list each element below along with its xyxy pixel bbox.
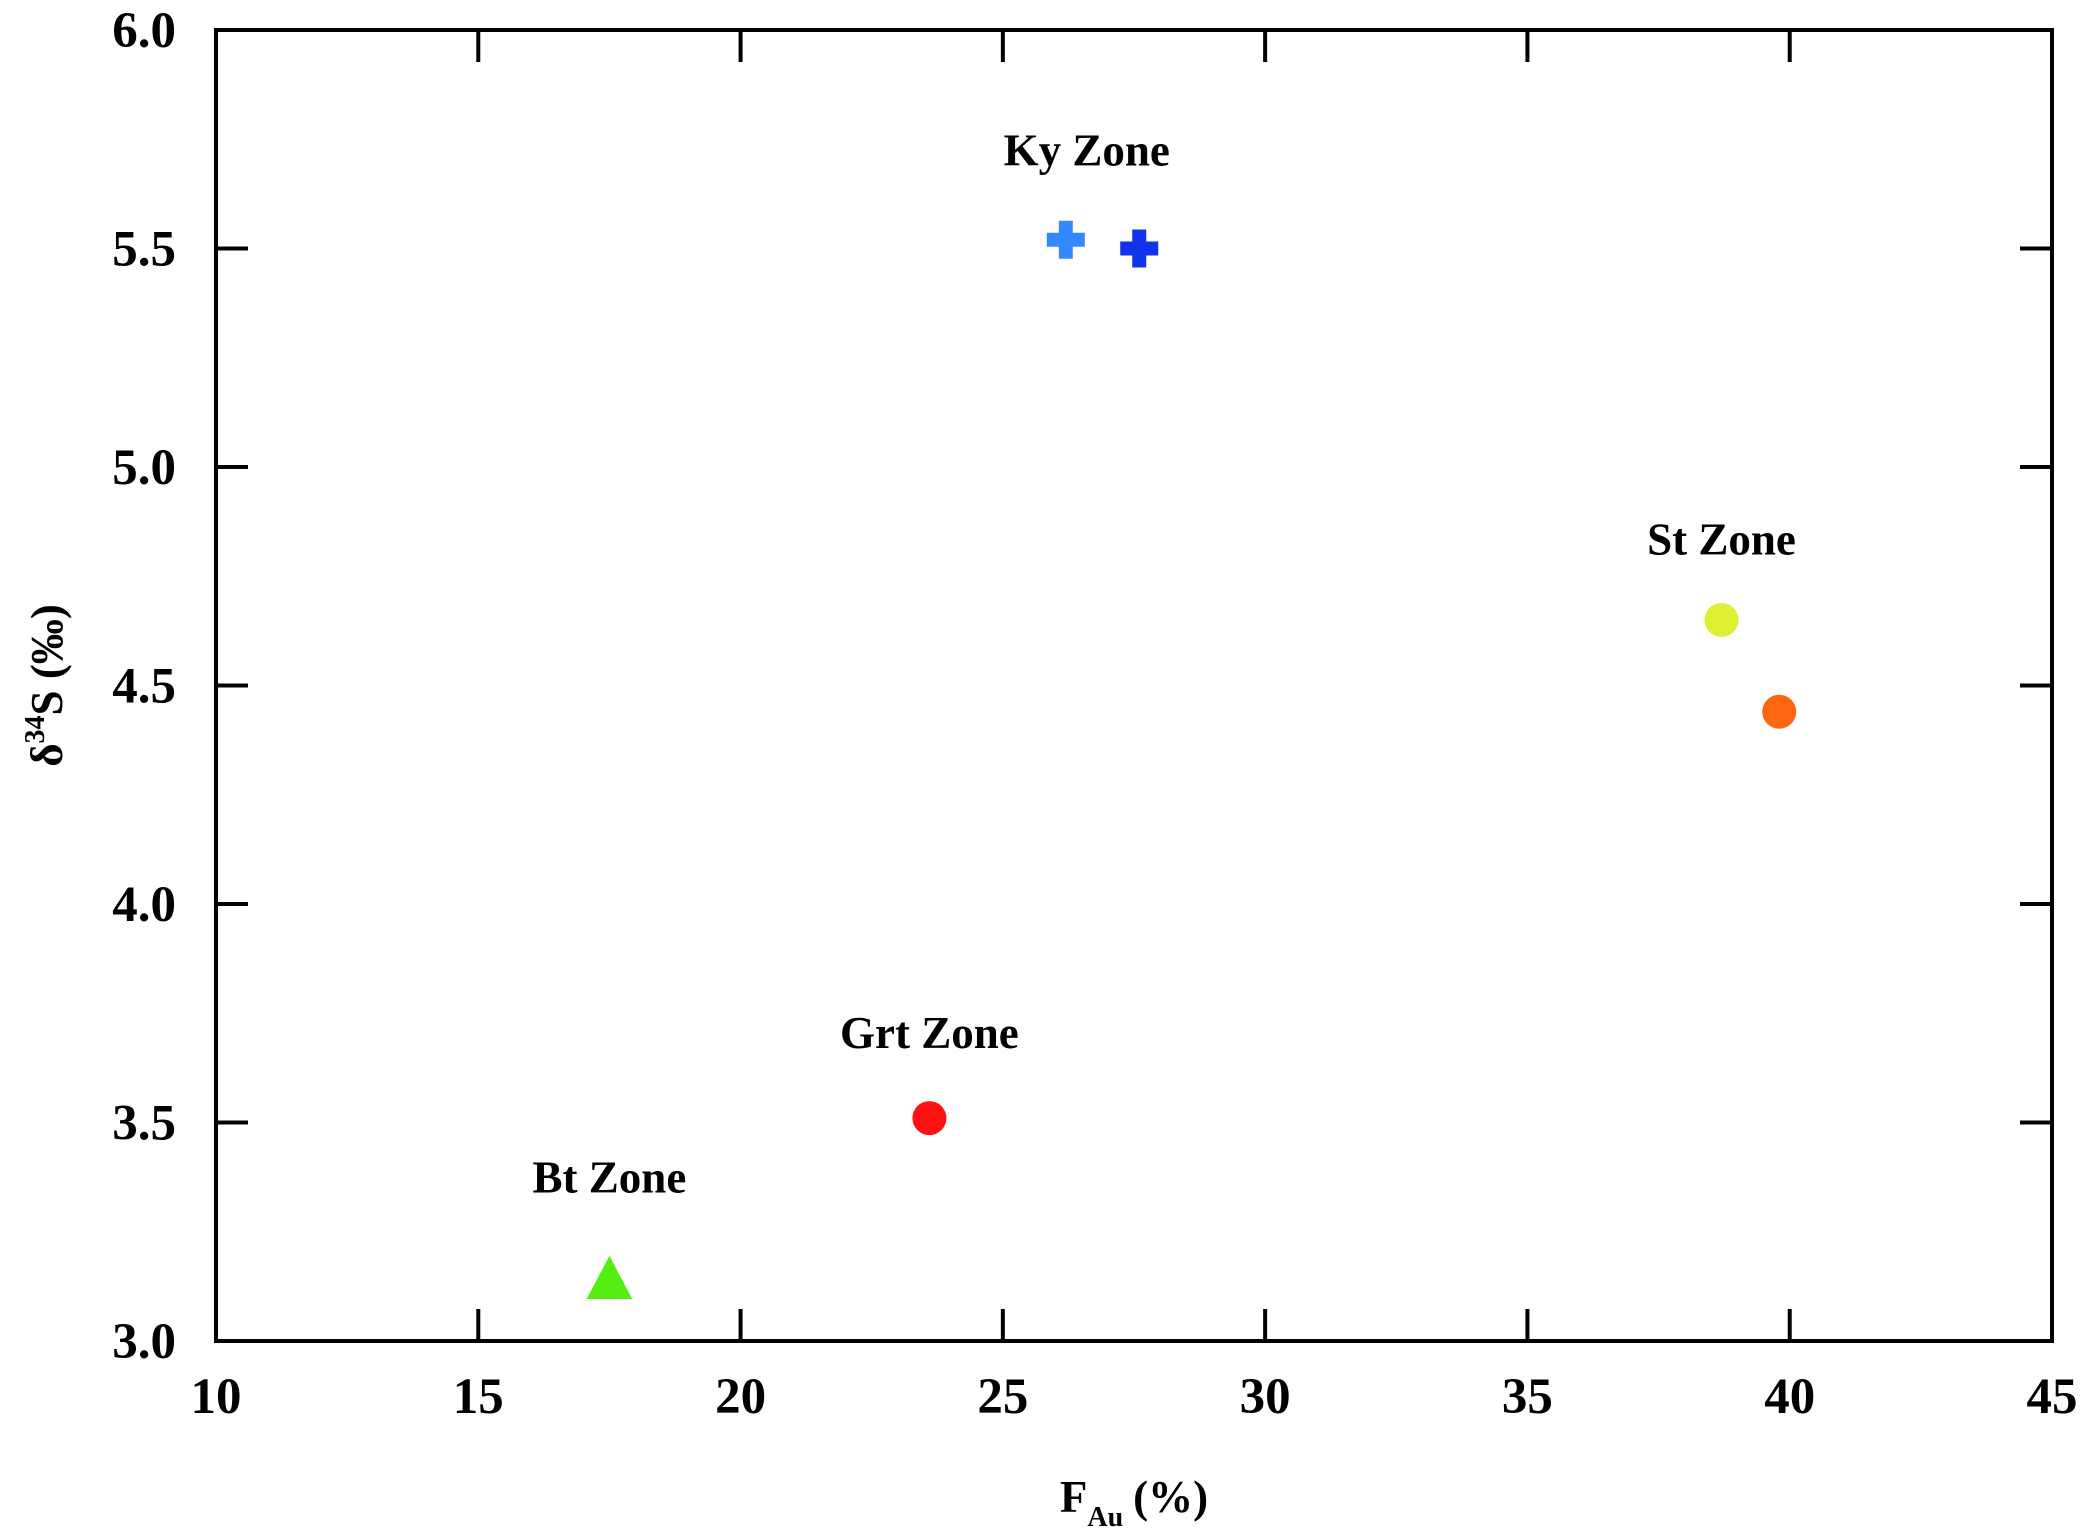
zone-label: St Zone <box>1647 514 1796 564</box>
zone-annotations: Ky Zone St Zone Grt Zone Bt Zone <box>533 125 1796 1202</box>
data-point-grt-zone <box>912 1101 947 1136</box>
axis-ticks <box>214 28 2054 1343</box>
y-tick-labels: 3.0 3.5 4.0 4.5 5.0 5.5 6.0 <box>112 3 176 1370</box>
data-point-ky-zone <box>1120 229 1159 268</box>
x-tick-label: 15 <box>453 1369 504 1425</box>
data-point-st-zone <box>1704 602 1739 637</box>
y-tick-label: 3.0 <box>112 1314 176 1370</box>
x-axis-title-sub: Au <box>1087 1502 1123 1533</box>
y-axis-title: δ34S (‰) <box>20 604 72 767</box>
y-tick-label: 6.0 <box>112 3 176 59</box>
data-point-ky-zone <box>1046 220 1085 259</box>
x-axis-title: FAu (%) <box>1060 1472 1208 1533</box>
data-points <box>586 220 1797 1300</box>
y-tick-label: 4.5 <box>112 659 176 715</box>
y-tick-label: 4.0 <box>112 877 176 933</box>
x-tick-label: 35 <box>1502 1369 1553 1425</box>
zone-label: Grt Zone <box>840 1008 1019 1058</box>
x-tick-label: 45 <box>2027 1369 2078 1425</box>
y-axis-title-rest: S (‰) <box>22 604 72 715</box>
x-tick-label: 40 <box>1764 1369 1815 1425</box>
y-tick-label: 5.0 <box>112 440 176 496</box>
y-axis-title-sup: 34 <box>20 715 51 743</box>
x-tick-label: 20 <box>715 1369 766 1425</box>
x-tick-label: 30 <box>1240 1369 1291 1425</box>
y-tick-label: 3.5 <box>112 1096 176 1152</box>
data-point-bt-zone <box>586 1255 633 1300</box>
plot-frame <box>214 28 2054 1343</box>
x-axis-title-main: F <box>1060 1472 1088 1522</box>
x-tick-label: 10 <box>191 1369 242 1425</box>
x-tick-label: 25 <box>977 1369 1028 1425</box>
zone-label: Bt Zone <box>533 1152 687 1202</box>
zone-label: Ky Zone <box>1004 125 1170 175</box>
x-tick-labels: 10 15 20 25 30 35 40 45 <box>191 1369 2078 1425</box>
y-tick-label: 5.5 <box>112 222 176 278</box>
data-point-st-zone <box>1762 694 1797 729</box>
y-axis-title-main: δ <box>22 743 72 766</box>
x-axis-title-unit: (%) <box>1133 1472 1208 1522</box>
